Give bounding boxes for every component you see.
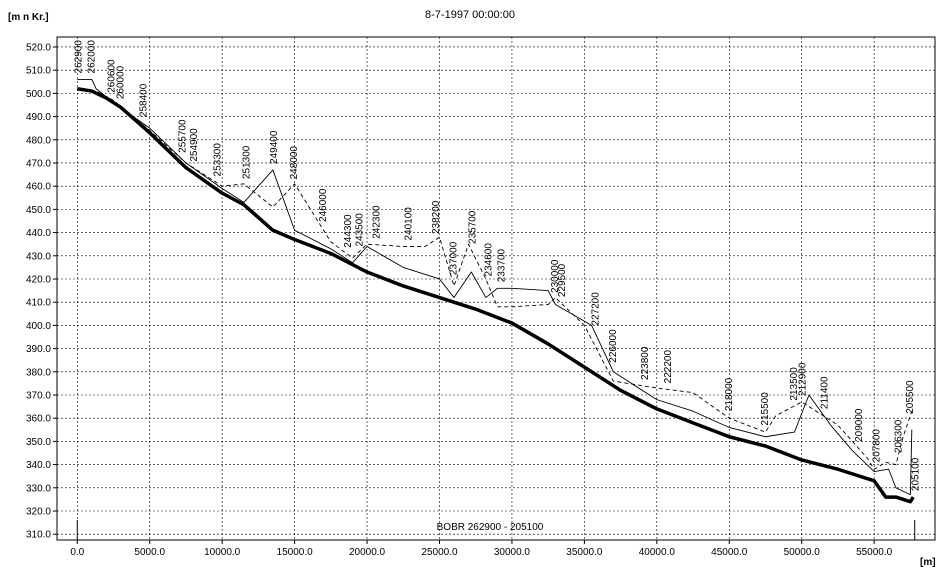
y-tick-label: 320.0 xyxy=(26,506,51,517)
cross-section-label: 258400 xyxy=(138,83,149,117)
y-tick-label: 490.0 xyxy=(26,112,51,123)
cross-section-label: 262900 xyxy=(73,40,84,74)
cross-section-label: 218000 xyxy=(724,377,735,411)
cross-section-label: 222200 xyxy=(663,350,674,384)
x-tick-label: 40000.0 xyxy=(639,547,676,558)
x-tick-label: 20000.0 xyxy=(349,547,386,558)
cross-section-label: 254900 xyxy=(189,128,200,162)
y-tick-label: 480.0 xyxy=(26,135,51,146)
cross-section-label: 209000 xyxy=(854,408,865,442)
x-tick-label: 15000.0 xyxy=(277,547,314,558)
cross-section-label: 230000 xyxy=(550,259,561,293)
x-tick-label: 35000.0 xyxy=(566,547,603,558)
branch-label: BOBR 262900 - 205100 xyxy=(437,522,544,533)
y-tick-label: 330.0 xyxy=(26,483,51,494)
y-tick-label: 360.0 xyxy=(26,414,51,425)
cross-section-label: 251300 xyxy=(241,145,252,179)
chart-title: 8-7-1997 00:00:00 xyxy=(425,9,515,21)
x-tick-label: 45000.0 xyxy=(711,547,748,558)
cross-section-label: 248000 xyxy=(289,146,300,180)
x-tick-label: 0.0 xyxy=(70,547,84,558)
y-tick-label: 450.0 xyxy=(26,205,51,216)
cross-section-label: 223800 xyxy=(640,346,651,380)
y-tick-label: 500.0 xyxy=(26,89,51,100)
y-tick-label: 470.0 xyxy=(26,158,51,169)
cross-section-label: 211400 xyxy=(819,376,830,409)
y-tick-label: 310.0 xyxy=(26,530,51,541)
cross-section-label: 205100 xyxy=(911,457,922,491)
cross-section-label: 233700 xyxy=(496,248,507,282)
cross-section-label: 244300 xyxy=(343,214,354,248)
x-tick-label: 50000.0 xyxy=(784,547,821,558)
y-tick-label: 350.0 xyxy=(26,437,51,448)
cross-section-label: 215500 xyxy=(760,392,771,426)
y-tick-label: 460.0 xyxy=(26,182,51,193)
cross-section-label: 262000 xyxy=(86,40,97,74)
y-tick-label: 440.0 xyxy=(26,228,51,239)
cross-section-label: 234600 xyxy=(483,243,494,277)
x-tick-label: 5000.0 xyxy=(134,547,165,558)
y-tick-label: 510.0 xyxy=(26,66,51,77)
cross-section-label: 253300 xyxy=(212,143,223,177)
cross-section-label: 243500 xyxy=(354,213,365,247)
cross-section-label: 246000 xyxy=(318,188,329,222)
cross-section-label: 235700 xyxy=(467,210,478,244)
cross-section-label: 260600 xyxy=(107,59,118,93)
y-tick-label: 400.0 xyxy=(26,321,51,332)
cross-section-label: 238200 xyxy=(431,200,442,234)
x-tick-label: 25000.0 xyxy=(421,547,458,558)
cross-section-label: 207800 xyxy=(872,429,883,463)
cross-section-label: 237000 xyxy=(449,241,460,275)
cross-section-label: 212900 xyxy=(798,362,809,396)
y-tick-label: 420.0 xyxy=(26,274,51,285)
cross-section-label: 229500 xyxy=(557,263,568,297)
y-tick-label: 370.0 xyxy=(26,390,51,401)
x-tick-label: 30000.0 xyxy=(494,547,531,558)
x-tick-label: 10000.0 xyxy=(204,547,241,558)
y-tick-label: 390.0 xyxy=(26,344,51,355)
y-axis-label: [m n Kr.] xyxy=(8,12,49,23)
y-tick-label: 430.0 xyxy=(26,251,51,262)
y-tick-label: 410.0 xyxy=(26,298,51,309)
plot-frame xyxy=(56,36,936,541)
profile-line xyxy=(77,87,915,504)
y-tick-label: 340.0 xyxy=(26,460,51,471)
profile-line xyxy=(77,88,913,470)
cross-section-label: 227200 xyxy=(591,292,602,326)
cross-section-label: 255700 xyxy=(178,119,189,153)
cross-section-label: 205500 xyxy=(905,380,916,414)
cross-section-label: 206300 xyxy=(893,419,904,453)
cross-section-label: 240100 xyxy=(404,207,415,241)
cross-section-label: 249400 xyxy=(269,130,280,164)
y-tick-label: 520.0 xyxy=(26,42,51,53)
cross-section-label: 242300 xyxy=(372,205,383,239)
cross-section-label: 213500 xyxy=(789,367,800,401)
y-tick-label: 380.0 xyxy=(26,367,51,378)
cross-section-label: 260000 xyxy=(115,65,126,99)
x-tick-label: 55000.0 xyxy=(856,547,893,558)
x-axis-label: [m] xyxy=(920,557,936,568)
profile-line xyxy=(77,79,913,496)
cross-section-label: 226000 xyxy=(608,329,619,363)
